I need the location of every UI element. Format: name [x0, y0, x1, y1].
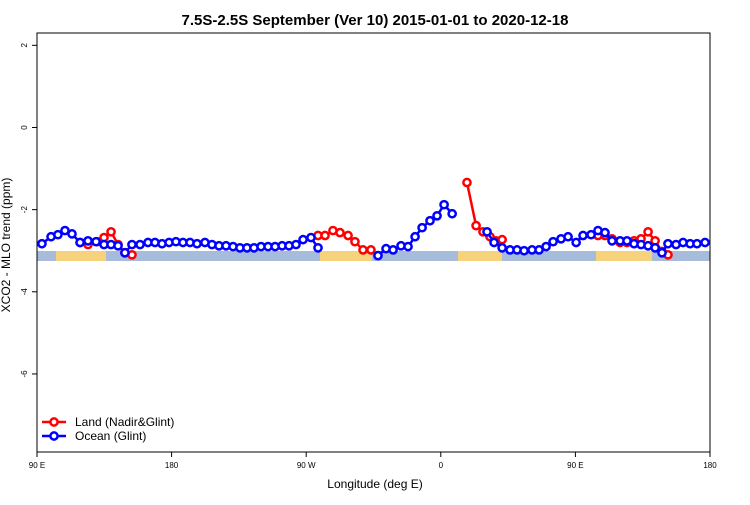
data-point — [106, 226, 116, 237]
data-point — [417, 222, 427, 233]
data-point — [700, 237, 710, 248]
data-point — [403, 241, 413, 252]
data-point — [366, 245, 376, 255]
y-axis-label: XCO2 - MLO trend (ppm) — [0, 178, 13, 313]
data-point — [663, 238, 673, 249]
data-point — [335, 227, 345, 238]
chart-title: 7.5S-2.5S September (Ver 10) 2015-01-01 … — [182, 12, 569, 29]
data-point — [291, 239, 301, 250]
data-point — [497, 234, 507, 245]
x-tick-label: 90 E — [29, 461, 45, 470]
data-point — [432, 210, 442, 221]
data-point — [471, 220, 481, 231]
y-tick-label: -6 — [20, 370, 29, 378]
data-point — [643, 226, 653, 237]
data-point — [439, 199, 449, 210]
data-point — [563, 231, 573, 242]
data-point — [388, 245, 398, 255]
data-point — [127, 239, 137, 250]
x-tick-label: 0 — [439, 461, 444, 470]
land-strip — [596, 251, 652, 261]
data-point — [67, 229, 77, 239]
data-point — [541, 241, 551, 252]
data-point — [650, 242, 660, 253]
data-point — [37, 238, 47, 249]
y-tick-label: -2 — [20, 206, 29, 214]
x-tick-label: 180 — [703, 461, 717, 470]
legend-label: Land (Nadir&Glint) — [75, 415, 174, 429]
data-point — [482, 226, 492, 237]
data-point — [91, 236, 101, 247]
data-point — [425, 215, 435, 226]
data-point — [447, 208, 458, 219]
data-point — [578, 230, 588, 241]
legend-marker — [49, 431, 59, 441]
data-point — [373, 250, 383, 261]
data-point — [600, 227, 610, 238]
data-point — [586, 229, 596, 240]
data-point — [358, 245, 368, 255]
plot-frame — [36, 32, 711, 453]
y-tick-label: 0 — [20, 125, 29, 130]
land-strip — [458, 251, 502, 261]
legend-label: Ocean (Glint) — [75, 429, 146, 443]
data-point — [410, 231, 420, 242]
y-tick-label: 2 — [20, 43, 29, 48]
land-strip — [320, 251, 372, 261]
data-point — [120, 247, 130, 258]
data-point — [350, 236, 360, 247]
x-tick-label: 180 — [165, 461, 179, 470]
data-point — [571, 237, 581, 248]
x-axis-label: Longitude (deg E) — [327, 477, 422, 491]
data-point — [306, 232, 316, 243]
x-tick-label: 90 W — [297, 461, 316, 470]
data-point — [692, 238, 702, 249]
data-point — [657, 247, 667, 258]
x-tick-label: 90 E — [567, 461, 583, 470]
data-point — [320, 230, 330, 241]
data-point — [548, 236, 558, 247]
data-point — [135, 239, 145, 250]
data-point — [519, 245, 529, 256]
data-point — [607, 236, 617, 246]
data-point — [192, 238, 202, 249]
data-point — [53, 229, 63, 240]
data-point — [462, 177, 472, 188]
data-point — [313, 242, 323, 253]
data-point — [113, 240, 123, 251]
data-point — [343, 230, 353, 241]
y-tick-label: -4 — [20, 288, 29, 296]
data-point — [298, 234, 308, 245]
data-point — [75, 237, 85, 248]
data-point — [83, 236, 93, 246]
legend-marker — [49, 417, 59, 427]
data-point — [497, 242, 507, 253]
data-point — [489, 237, 499, 248]
land-strip — [56, 251, 106, 261]
